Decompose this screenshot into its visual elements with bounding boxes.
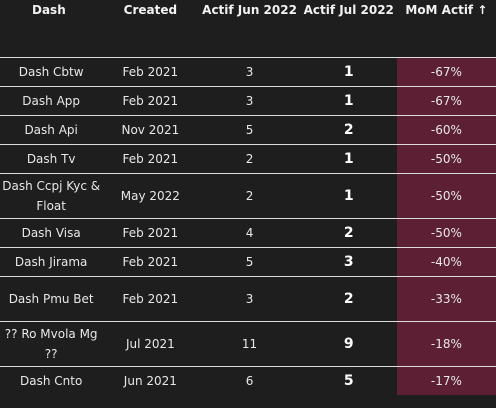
cell-dash-name: Dash Api (0, 115, 103, 145)
cell-mom-actif: -18% (396, 321, 496, 367)
cell-created: Nov 2021 (102, 115, 199, 145)
cell-created: Feb 2021 (102, 247, 199, 277)
table-row: Dash Visa Feb 2021 4 2 -50% (0, 218, 496, 248)
table-header-row: Dash Created Actif Jun 2022 Actif Jul 20… (0, 0, 496, 58)
cell-mom-actif: -60% (396, 115, 496, 145)
cell-dash-name: ?? Ro Mvola Mg ?? (0, 321, 103, 367)
cell-actif-jul: 5 (343, 373, 354, 389)
cell-created: Feb 2021 (102, 218, 199, 248)
cell-dash-name: Dash App (0, 86, 103, 116)
cell-created: May 2022 (102, 173, 199, 219)
cell-mom-actif: -33% (396, 276, 496, 322)
cell-dash-name: Dash Pmu Bet (0, 276, 103, 322)
cell-mom-actif: -67% (396, 86, 496, 116)
cell-actif-jun: 11 (198, 321, 301, 367)
cell-actif-jul: 1 (300, 86, 397, 116)
table-row: Dash Cnto Jun 2021 6 5 -17% (0, 366, 496, 395)
column-header-created[interactable]: Created (102, 0, 199, 58)
cell-mom-actif: -40% (396, 247, 496, 277)
cell-mom-actif: -50% (396, 173, 496, 219)
cell-mom-actif: -17% (396, 366, 496, 395)
cell-created: Feb 2021 (102, 57, 199, 87)
cell-mom-actif: -50% (396, 218, 496, 248)
table-row: Dash App Feb 2021 3 1 -67% (0, 86, 496, 116)
cell-dash-name: Dash Ccpj Kyc & Float (0, 173, 103, 219)
dashboard-activity-table: Dash Created Actif Jun 2022 Actif Jul 20… (0, 0, 496, 395)
table-row: Dash Tv Feb 2021 2 1 -50% (0, 144, 496, 174)
cell-dash-name: Dash Cbtw (0, 57, 103, 87)
table-row: Dash Ccpj Kyc & Float May 2022 2 1 -50% (0, 173, 496, 219)
cell-created: Jun 2021 (123, 374, 177, 388)
column-header-mom-actif-sorted[interactable]: MoM Actif ↑ (396, 0, 496, 58)
cell-actif-jun: 3 (198, 57, 301, 87)
cell-actif-jun: 5 (198, 115, 301, 145)
table-row: Dash Pmu Bet Feb 2021 3 2 -33% (0, 276, 496, 322)
cell-actif-jun: 3 (198, 276, 301, 322)
table-row: ?? Ro Mvola Mg ?? Jul 2021 11 9 -18% (0, 321, 496, 367)
cell-actif-jul: 2 (300, 218, 397, 248)
table-row: Dash Jirama Feb 2021 5 3 -40% (0, 247, 496, 277)
cell-actif-jun: 4 (198, 218, 301, 248)
column-header-dash[interactable]: Dash (0, 0, 103, 58)
table-row: Dash Api Nov 2021 5 2 -60% (0, 115, 496, 145)
cell-actif-jul: 1 (300, 173, 397, 219)
cell-dash-name: Dash Visa (0, 218, 103, 248)
cell-actif-jul: 1 (300, 57, 397, 87)
cell-dash-name: Dash Tv (0, 144, 103, 174)
cell-dash-name: Dash Jirama (0, 247, 103, 277)
cell-mom-actif: -67% (396, 57, 496, 87)
cell-actif-jun: 2 (198, 144, 301, 174)
column-header-actif-jul[interactable]: Actif Jul 2022 (300, 0, 397, 58)
cell-actif-jul: 2 (300, 276, 397, 322)
cell-created: Jul 2021 (102, 321, 199, 367)
cell-created: Feb 2021 (102, 276, 199, 322)
table-row: Dash Cbtw Feb 2021 3 1 -67% (0, 57, 496, 87)
column-header-actif-jun[interactable]: Actif Jun 2022 (198, 0, 301, 58)
cell-actif-jun: 3 (198, 86, 301, 116)
cell-actif-jun: 5 (198, 247, 301, 277)
cell-actif-jun: 2 (198, 173, 301, 219)
cell-created: Feb 2021 (102, 144, 199, 174)
cell-created: Feb 2021 (102, 86, 199, 116)
cell-actif-jul: 3 (300, 247, 397, 277)
cell-actif-jul: 2 (300, 115, 397, 145)
cell-actif-jul: 1 (300, 144, 397, 174)
cell-mom-actif: -50% (396, 144, 496, 174)
cell-actif-jul: 9 (300, 321, 397, 367)
cell-dash-name: Dash Cnto (20, 374, 83, 388)
cell-actif-jun: 6 (245, 374, 254, 388)
